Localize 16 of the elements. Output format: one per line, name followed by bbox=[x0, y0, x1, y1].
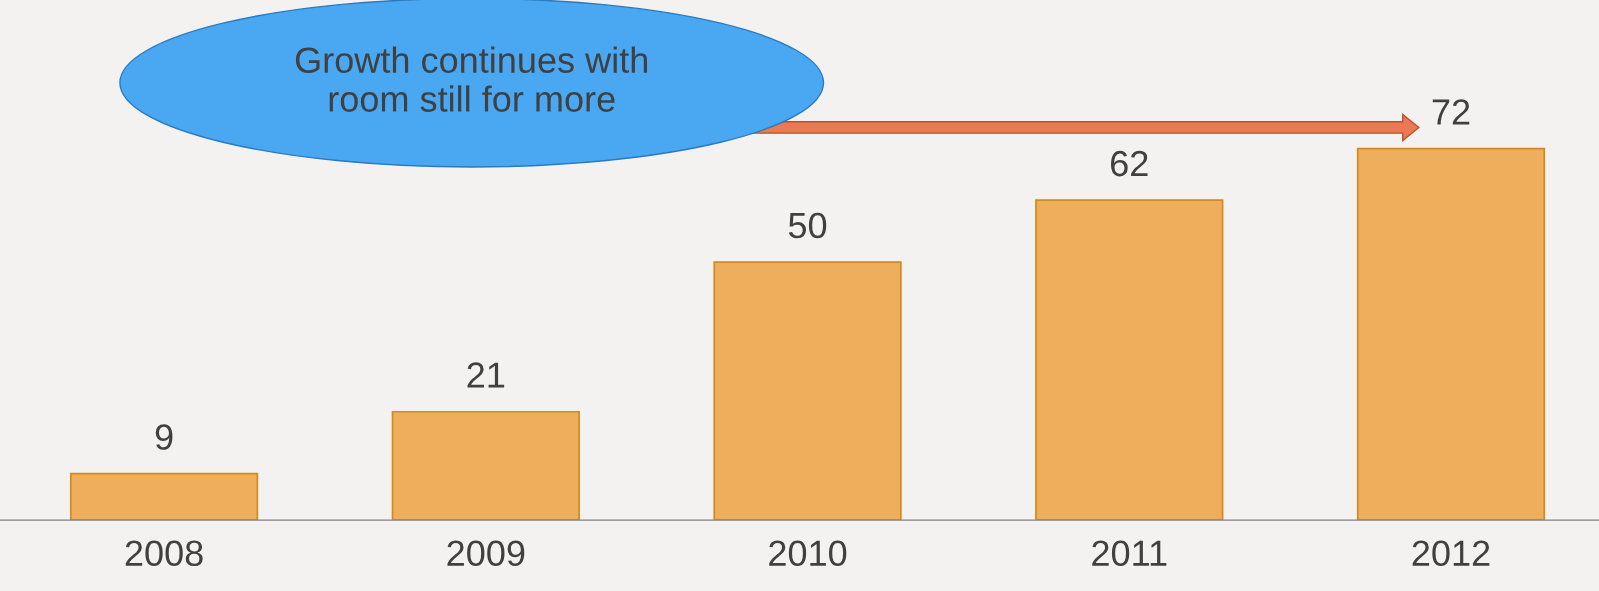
data-label: 9 bbox=[155, 424, 173, 450]
x-tick-label: 2012 bbox=[1412, 540, 1490, 567]
data-label: 72 bbox=[1432, 99, 1470, 125]
x-tick-label: 2009 bbox=[447, 540, 525, 567]
data-label: 50 bbox=[788, 212, 827, 239]
text: Growth continues with room still for more bbox=[295, 46, 647, 112]
data-label: 21 bbox=[467, 362, 505, 388]
bar bbox=[1035, 199, 1224, 521]
bar bbox=[391, 410, 580, 521]
x-tick-label: 2010 bbox=[769, 540, 847, 567]
bar bbox=[713, 261, 902, 521]
x-tick-label: 2011 bbox=[1092, 540, 1167, 567]
x-tick-label: 2008 bbox=[125, 540, 203, 567]
bar bbox=[1356, 147, 1546, 521]
bar bbox=[69, 472, 259, 521]
data-label: 62 bbox=[1111, 150, 1148, 177]
